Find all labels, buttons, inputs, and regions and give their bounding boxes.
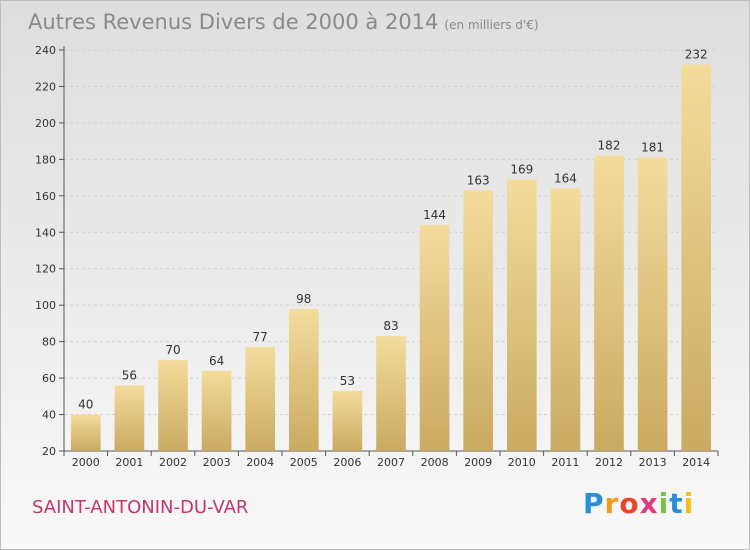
y-tick-label: 160 [35,190,56,203]
bar-value-label: 144 [423,208,446,222]
y-tick-label: 60 [42,372,56,385]
bar [463,190,494,451]
y-tick-label: 100 [35,299,56,312]
bar-value-label: 56 [122,368,137,382]
bar-value-label: 164 [554,172,577,186]
bar [332,390,363,451]
bar-value-label: 163 [467,173,490,187]
bar-value-label: 181 [641,141,664,155]
bar [594,155,624,451]
bar [506,179,537,451]
x-tick-label: 2005 [290,456,318,469]
bar-value-label: 83 [383,319,398,333]
bar [245,347,276,451]
proxiti-logo: Proxiti [583,487,695,520]
y-tick-label: 80 [42,336,56,349]
bar-value-label: 182 [598,139,621,153]
chart-unit: (en milliers d'€) [444,18,539,32]
y-tick-label: 220 [35,80,56,93]
bar [288,308,319,451]
x-tick-label: 2004 [246,456,274,469]
bar-value-label: 53 [340,374,355,388]
x-tick-label: 2002 [159,456,187,469]
x-tick-label: 2007 [377,456,405,469]
x-tick-label: 2000 [72,456,100,469]
x-tick-label: 2006 [333,456,361,469]
bar-value-label: 232 [685,48,708,62]
y-tick-label: 20 [42,445,56,458]
x-tick-label: 2008 [421,456,449,469]
bar [550,188,581,451]
chart-title-text: Autres Revenus Divers de 2000 à 2014 [28,10,439,34]
bar [201,370,232,451]
place-name: SAINT-ANTONIN-DU-VAR [32,497,249,518]
x-tick-label: 2001 [115,456,143,469]
x-tick-label: 2012 [595,456,623,469]
y-tick-label: 120 [35,263,56,276]
bar-value-label: 40 [78,398,93,412]
x-tick-label: 2010 [508,456,536,469]
x-tick-label: 2011 [551,456,579,469]
bar-value-label: 77 [253,330,268,344]
bar-value-label: 169 [510,162,533,176]
x-tick-label: 2009 [464,456,492,469]
chart-title: Autres Revenus Divers de 2000 à 2014 (en … [28,10,539,34]
bar [114,385,145,451]
x-tick-label: 2003 [203,456,231,469]
x-tick-label: 2014 [682,456,710,469]
bar [376,336,406,451]
bar [419,224,450,451]
y-tick-label: 140 [35,226,56,239]
bar [158,359,188,451]
y-tick-label: 200 [35,117,56,130]
bar-value-label: 70 [165,343,180,357]
y-tick-label: 180 [35,153,56,166]
y-tick-label: 240 [35,44,56,57]
bar-value-label: 98 [296,292,311,306]
y-tick-label: 40 [42,409,56,422]
x-tick-label: 2013 [639,456,667,469]
bar [70,414,101,451]
bar [637,157,668,452]
bar-value-label: 64 [209,354,224,368]
bar [681,64,712,451]
